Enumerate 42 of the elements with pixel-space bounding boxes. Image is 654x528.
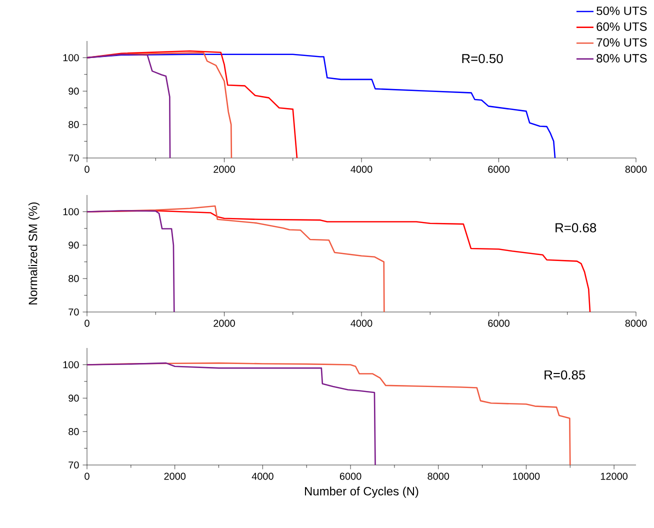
legend-label: 60% UTS xyxy=(596,22,647,31)
line-series xyxy=(87,210,175,312)
x-tick-label: 8000 xyxy=(625,166,647,173)
annotation: R=0.85 xyxy=(544,370,586,380)
legend-label: 80% UTS xyxy=(596,54,647,62)
y-tick-label: 80 xyxy=(68,121,79,128)
x-tick-label: 4000 xyxy=(350,320,372,327)
line-series xyxy=(87,50,298,158)
y-tick-label: 80 xyxy=(68,428,79,436)
legend-label: 70% UTS xyxy=(596,38,647,47)
x-tick-label: 0 xyxy=(84,472,90,480)
x-tick-label: 0 xyxy=(84,166,90,173)
x-axis-title: Number of Cycles (N) xyxy=(305,486,418,498)
y-tick-label: 80 xyxy=(68,275,79,282)
line-series xyxy=(87,54,171,158)
x-tick-label: 8000 xyxy=(428,472,450,480)
x-tick-label: 4000 xyxy=(350,166,372,173)
x-tick-label: 2000 xyxy=(164,472,186,480)
y-tick-label: 90 xyxy=(68,394,79,402)
x-tick-label: 2000 xyxy=(214,166,235,173)
y-tick-label: 90 xyxy=(68,88,79,95)
y-tick-label: 70 xyxy=(68,154,79,162)
legend-label: 50% UTS xyxy=(596,6,647,16)
y-axis-title: Normalized SM (%) xyxy=(28,202,40,304)
x-tick-label: 6000 xyxy=(340,472,362,480)
y-tick-label: 100 xyxy=(63,208,79,216)
y-tick-label: 100 xyxy=(63,361,79,368)
x-tick-label: 4000 xyxy=(252,472,274,480)
y-tick-label: 70 xyxy=(68,308,79,316)
x-tick-label: 12000 xyxy=(600,472,628,480)
x-tick-label: 10000 xyxy=(513,472,540,480)
x-tick-label: 0 xyxy=(84,320,90,327)
annotation: R=0.68 xyxy=(556,223,596,232)
y-tick-label: 90 xyxy=(68,242,79,249)
y-tick-label: 70 xyxy=(68,461,79,469)
y-tick-label: 100 xyxy=(63,54,79,62)
x-tick-label: 8000 xyxy=(625,320,647,327)
line-series xyxy=(87,54,556,158)
x-tick-label: 6000 xyxy=(488,166,510,173)
x-tick-label: 2000 xyxy=(214,320,235,327)
annotation: R=0.50 xyxy=(462,54,503,64)
x-tick-label: 6000 xyxy=(488,320,510,327)
